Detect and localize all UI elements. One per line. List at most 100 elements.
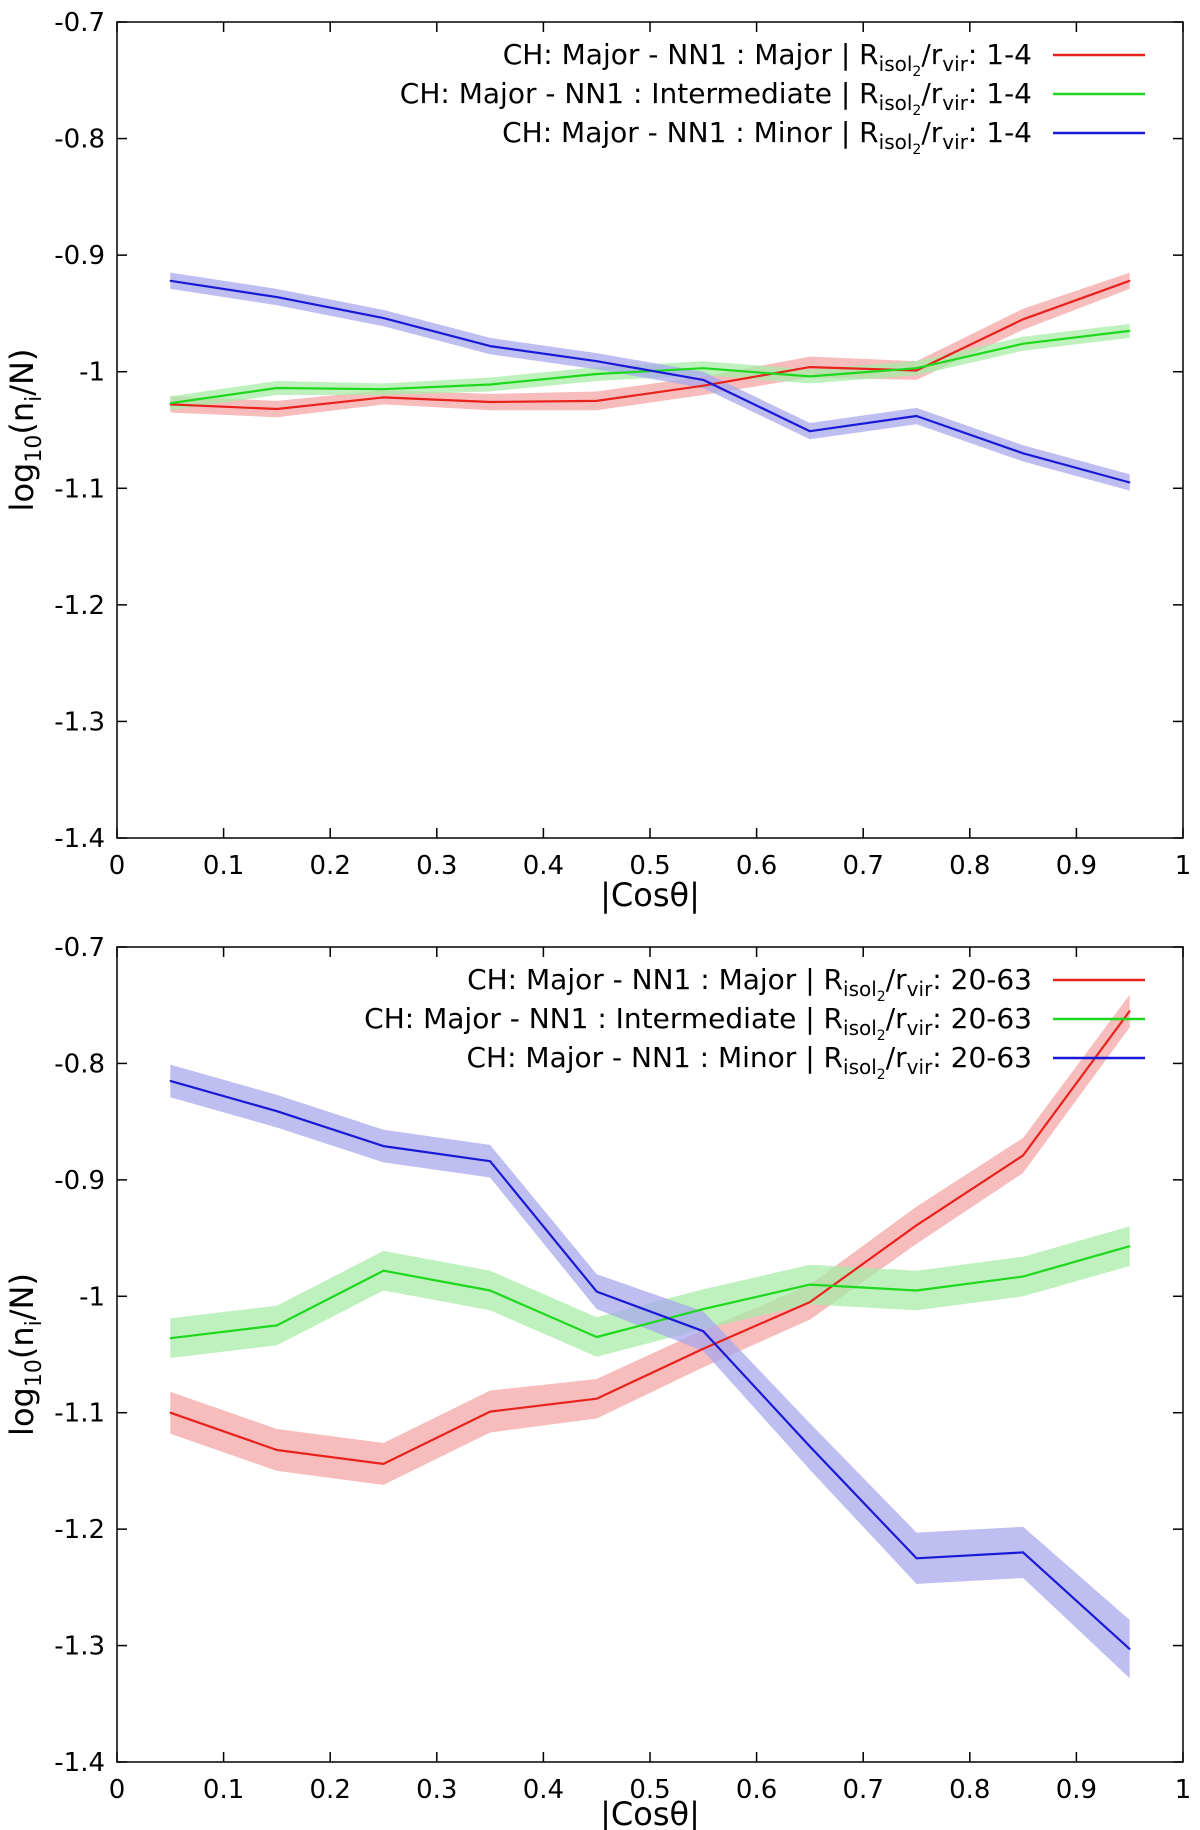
y-tick-label: -1	[79, 358, 105, 388]
series-2-point	[489, 383, 491, 386]
series-1-point	[489, 1410, 491, 1413]
chart-panel-2: 0 0.1 0.2 0.3 0.4 0.5 0.6 0.7 0.8 0.9 1 -0.7 -0.8 -0.…	[3, 933, 1191, 1830]
series-2-point	[1128, 1245, 1131, 1247]
x-tick-label: 0.2	[310, 851, 351, 881]
series-2-point	[915, 1289, 918, 1292]
series-1-point	[276, 408, 278, 410]
y-tick-label: -1.1	[54, 474, 105, 504]
x-tick-label: 0.1	[203, 851, 244, 881]
x-tick-label: 1	[1175, 1775, 1192, 1805]
series-3-point	[276, 1110, 278, 1112]
x-tick-label: 0.7	[843, 851, 884, 881]
legend-label: CH: Major - NN1 : Intermediate | Risol2/…	[400, 77, 1032, 119]
series-2-line	[170, 1245, 1131, 1340]
x-tick-label: 0.9	[1056, 1775, 1097, 1805]
y-tick-label: -1.4	[54, 1748, 105, 1778]
legend-label: CH: Major - NN1 : Minor | Risol2/rvir: 1…	[502, 116, 1032, 158]
series-2-point	[809, 1283, 811, 1286]
series-3-point	[809, 430, 811, 433]
series-2-point	[809, 375, 811, 378]
series-3-point	[915, 1557, 918, 1560]
series-2-point	[276, 1324, 278, 1327]
series-3-point	[382, 1145, 385, 1147]
series-2-point	[595, 373, 598, 375]
x-axis-title: |Cosθ|	[600, 876, 700, 914]
series-2-point	[1022, 1275, 1024, 1278]
series-1-line	[170, 279, 1131, 411]
series-2-point	[169, 1337, 172, 1339]
series-2-point	[169, 402, 172, 405]
series-3-point	[595, 360, 598, 363]
series-3-point	[1128, 481, 1131, 484]
y-tick-label: -0.7	[54, 8, 105, 38]
series-3-point	[595, 1290, 598, 1293]
series-2-point	[1128, 330, 1131, 332]
x-tick-label: 0.3	[416, 1775, 457, 1805]
series-3-point	[489, 345, 491, 347]
y-tick-label: -0.7	[54, 933, 105, 963]
x-axis-title: |Cosθ|	[600, 1795, 700, 1830]
chart-panel-1: 0 0.1 0.2 0.3 0.4 0.5 0.6 0.7 0.8 0.9 1 -0.7 -0.8 -0.…	[3, 8, 1191, 914]
series-2-point	[489, 1289, 491, 1292]
series-3-point	[915, 415, 918, 417]
series-2-point	[382, 1269, 385, 1272]
x-tick-label: 0.6	[736, 1775, 777, 1805]
series-3-point	[1022, 452, 1024, 455]
series-1-point	[702, 1347, 705, 1350]
series-3-point	[276, 296, 278, 298]
series-3-line	[169, 1079, 1131, 1650]
series-3-error-band	[170, 272, 1130, 491]
series-1-point	[702, 384, 705, 387]
series-1-point	[1128, 280, 1131, 282]
series-1-point	[169, 1411, 172, 1414]
y-tick-label: -1.2	[54, 591, 105, 621]
series-2-point	[915, 367, 918, 370]
series-3-error-band	[170, 1064, 1130, 1679]
series-1-point	[1022, 1154, 1024, 1157]
series-1-point	[382, 396, 385, 399]
series-1-error-band	[170, 272, 1130, 418]
y-tick-label: -0.8	[54, 1049, 105, 1079]
x-tick-label: 0.9	[1056, 851, 1097, 881]
y-tick-label: -0.9	[54, 241, 105, 271]
x-tick-label: 0.7	[843, 1775, 884, 1805]
series-1-point	[809, 1301, 811, 1303]
legend-label: CH: Major - NN1 : Major | Risol2/rvir: 2…	[467, 963, 1032, 1005]
series-1-point	[1022, 318, 1024, 321]
x-tick-label: 0	[109, 1775, 126, 1805]
x-tick-label: 0.8	[949, 1775, 990, 1805]
x-tick-label: 1	[1175, 851, 1192, 881]
y-axis-title: log10(ni/N)	[3, 1273, 47, 1436]
series-1-point	[915, 1224, 918, 1227]
series-2-point	[276, 387, 278, 389]
series-1-point	[595, 400, 598, 402]
y-tick-label: -1.4	[54, 824, 105, 854]
x-tick-label: 0.1	[203, 1775, 244, 1805]
x-tick-label: 0.2	[310, 1775, 351, 1805]
series-1-point	[382, 1463, 385, 1465]
series-1-point	[276, 1449, 278, 1451]
series-1-error-band	[170, 994, 1130, 1485]
x-tick-label: 0.5	[629, 851, 670, 881]
y-tick-label: -0.9	[54, 1166, 105, 1196]
series-3-point	[702, 1330, 705, 1332]
series-1-point	[809, 366, 811, 368]
y-tick-label: -1.3	[54, 1632, 105, 1662]
x-tick-label: 0.8	[949, 851, 990, 881]
series-2-point	[702, 367, 705, 370]
series-2-point	[595, 1336, 598, 1338]
series-3-point	[1128, 1648, 1131, 1650]
series-3-point	[809, 1445, 811, 1448]
y-tick-label: -0.8	[54, 125, 105, 155]
x-tick-label: 0.5	[629, 1775, 670, 1805]
series-3-point	[489, 1160, 491, 1162]
series-3-point	[169, 1080, 172, 1082]
series-2-error-band	[170, 1226, 1130, 1358]
y-axis-title: log10(ni/N)	[3, 349, 47, 512]
series-1-point	[1128, 1010, 1131, 1012]
series-2-point	[1022, 342, 1024, 345]
y-tick-label: -1	[79, 1282, 105, 1312]
series-1-point	[595, 1397, 598, 1400]
series-3-point	[382, 317, 385, 319]
